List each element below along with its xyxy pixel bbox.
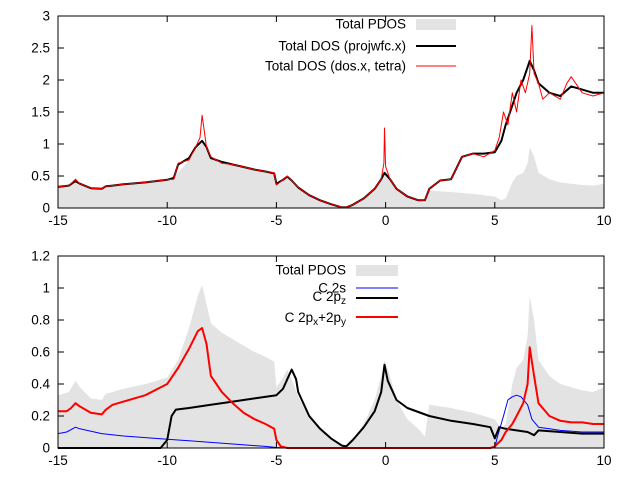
- y-tick-label: 0.8: [31, 313, 50, 328]
- legend-label-total-pdos: Total PDOS: [335, 17, 406, 32]
- y-tick-label: 1: [42, 281, 50, 296]
- x-tick-label: -10: [157, 453, 177, 468]
- x-tick-label: -5: [270, 213, 282, 228]
- x-tick-label: -15: [48, 453, 68, 468]
- series-c2pxy-line: [58, 327, 604, 449]
- y-tick-label: 0: [42, 201, 50, 216]
- series-pdos-area: [58, 142, 604, 208]
- x-tick-label: -5: [270, 453, 282, 468]
- top-y-axis: 0 0.5 1 1.5 2 2.5 3: [31, 9, 604, 216]
- x-tick-label: 5: [491, 213, 499, 228]
- x-tick-label: 10: [596, 213, 611, 228]
- legend-label-c2pz-main: C 2p: [312, 289, 341, 304]
- top-panel: -15 -10 -5 0 5 10 0 0.5 1 1.5 2 2.5 3 Total PDOS To…: [31, 9, 611, 229]
- bottom-x-axis: -15 -10 -5 0 5 10: [48, 256, 612, 468]
- bottom-y-axis: 0 0.2 0.4 0.6 0.8 1 1.2: [31, 249, 604, 456]
- legend-label-c2pz-sub: z: [341, 296, 346, 307]
- x-tick-label: 10: [596, 453, 611, 468]
- x-tick-label: 5: [491, 453, 499, 468]
- x-tick-label: -10: [157, 213, 177, 228]
- y-tick-label: 0.2: [31, 409, 50, 424]
- y-tick-label: 0: [42, 441, 50, 456]
- y-tick-label: 3: [42, 9, 50, 24]
- legend-label-c2pxy-sub-x: x: [313, 317, 318, 328]
- x-tick-label: 0: [382, 213, 390, 228]
- x-tick-label: 0: [382, 453, 390, 468]
- top-legend: Total PDOS Total DOS (projwfc.x) Total D…: [265, 17, 456, 74]
- legend-label-c2s: C 2s: [318, 281, 346, 296]
- legend-label-c2pxy: C 2px+2py: [285, 310, 346, 328]
- x-tick-label: -15: [48, 213, 68, 228]
- bottom-panel: -15 -10 -5 0 5 10 0 0.2 0.4 0.6 0.8 1 1.2 Total PDO…: [31, 249, 611, 469]
- legend-swatch-total-pdos: [416, 19, 456, 30]
- y-tick-label: 0.6: [31, 345, 50, 360]
- y-tick-label: 1.2: [31, 249, 50, 264]
- legend-label-c2pxy-sub-y: y: [341, 317, 346, 328]
- legend-label-total-pdos-bottom: Total PDOS: [275, 263, 346, 278]
- top-x-axis: -15 -10 -5 0 5 10: [48, 16, 612, 228]
- y-tick-label: 0.4: [31, 377, 50, 392]
- legend-swatch-total-pdos-bottom: [356, 265, 398, 276]
- series-dosx-line: [57, 25, 605, 208]
- top-plot-area: [57, 25, 605, 209]
- legend-label-projwfc: Total DOS (projwfc.x): [278, 39, 406, 54]
- y-tick-label: 1: [42, 137, 50, 152]
- y-tick-label: 2: [42, 73, 50, 88]
- legend-label-c2pxy-plus: +2p: [318, 310, 341, 325]
- y-tick-label: 0.5: [31, 169, 50, 184]
- y-tick-label: 1.5: [31, 105, 50, 120]
- legend-label-c2pz: C 2pz: [312, 289, 346, 307]
- bottom-legend: Total PDOS C 2s C 2pz C 2px+2py: [275, 263, 398, 328]
- legend-label-dosx: Total DOS (dos.x, tetra): [265, 59, 406, 74]
- y-tick-label: 2.5: [31, 41, 50, 56]
- legend-label-c2pxy-p: C 2p: [285, 310, 314, 325]
